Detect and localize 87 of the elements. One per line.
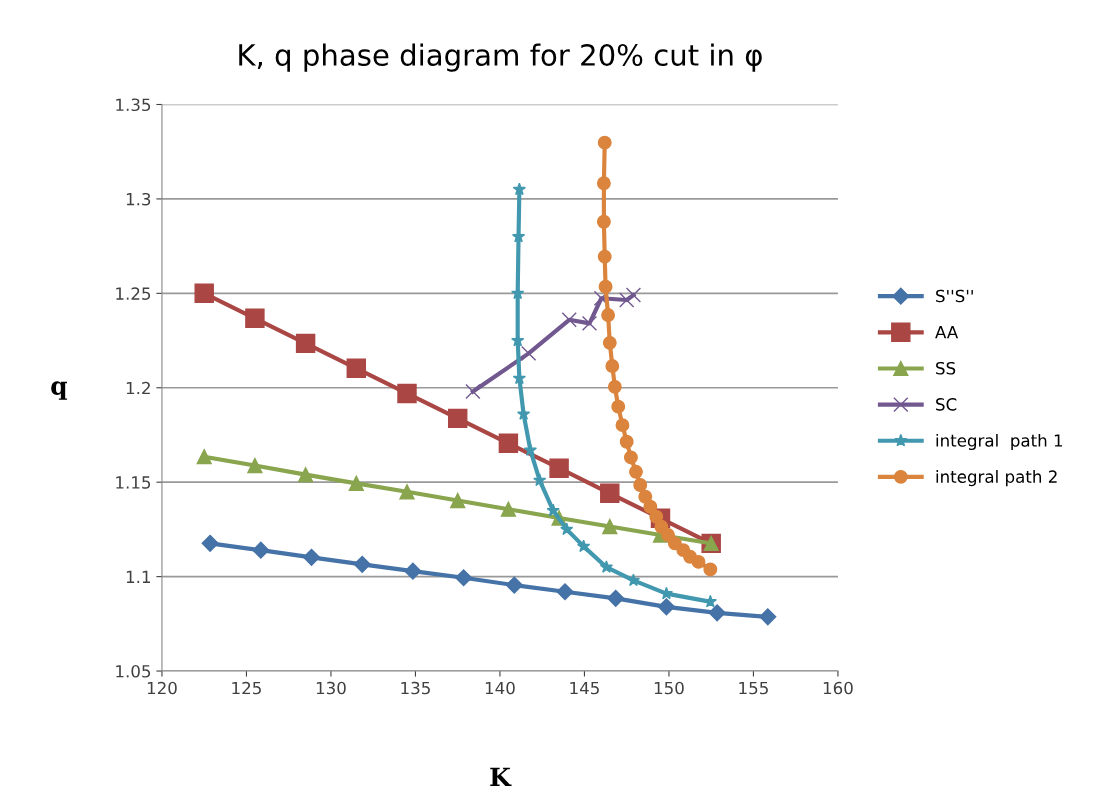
point	[629, 464, 643, 479]
point	[576, 539, 591, 553]
point	[498, 433, 519, 454]
point	[201, 534, 219, 552]
point	[521, 345, 537, 362]
y-tick-label: 1.05	[116, 665, 151, 678]
legend-label: integral path 2	[936, 470, 1057, 487]
point	[353, 555, 371, 573]
x-tick-label: 145	[570, 681, 599, 695]
point	[302, 548, 321, 566]
point	[581, 315, 598, 332]
y-tick-label: 1.15	[116, 476, 151, 489]
point	[598, 279, 613, 294]
point	[348, 475, 364, 491]
x-tick-label: 130	[316, 681, 346, 695]
point	[597, 135, 612, 150]
point	[194, 283, 214, 304]
x-tick-label: 160	[823, 681, 853, 695]
point	[523, 443, 538, 456]
point	[602, 335, 617, 350]
legend-label: AA	[935, 326, 959, 339]
point	[607, 379, 622, 394]
point	[599, 560, 614, 573]
point	[560, 522, 574, 536]
point	[397, 383, 417, 404]
point	[247, 457, 263, 474]
point	[196, 449, 212, 465]
point	[601, 308, 616, 323]
point	[399, 484, 415, 500]
legend-label: S''S''	[936, 289, 973, 303]
y-axis-title: q	[51, 381, 68, 400]
point	[623, 450, 638, 465]
point	[245, 308, 265, 328]
x-axis-title: K	[490, 767, 512, 787]
point	[556, 583, 574, 601]
point	[691, 554, 706, 569]
point	[659, 586, 674, 600]
x-tick-label: 155	[739, 681, 768, 695]
x-tick-label: 120	[147, 681, 177, 695]
legend-label: SS	[936, 361, 956, 375]
point	[447, 408, 468, 429]
point	[500, 501, 517, 517]
point	[596, 214, 611, 229]
point	[625, 287, 642, 303]
point	[643, 499, 658, 514]
point	[404, 562, 422, 580]
point	[596, 176, 611, 191]
point	[505, 576, 523, 594]
x-tick-label: 135	[401, 681, 430, 695]
chart-title: K, q phase diagram for 20% cut in φ	[239, 43, 762, 72]
point	[619, 434, 634, 449]
point	[465, 383, 481, 400]
x-tick-label: 140	[485, 681, 515, 695]
point	[252, 541, 270, 559]
point	[455, 569, 473, 587]
point	[708, 604, 726, 622]
x-tick-label: 150	[654, 681, 684, 695]
point	[626, 573, 641, 587]
y-tick-label: 1.35	[116, 98, 151, 112]
point	[611, 399, 626, 414]
legend-label: SC	[936, 398, 957, 411]
point	[295, 333, 316, 354]
point	[450, 492, 466, 509]
point	[549, 458, 569, 478]
y-tick-label: 1.2	[126, 381, 150, 395]
point	[512, 182, 527, 196]
legend-label: integral path 1	[936, 433, 1063, 451]
point	[600, 483, 620, 504]
y-tick-label: 1.25	[116, 287, 151, 300]
point	[605, 359, 620, 373]
y-tick-label: 1.3	[126, 192, 151, 206]
point	[619, 292, 635, 308]
x-tick-label: 125	[232, 681, 261, 695]
point	[615, 418, 630, 433]
point	[602, 518, 618, 535]
point	[607, 589, 625, 607]
y-tick-label: 1.1	[126, 570, 150, 583]
point	[633, 478, 648, 492]
point	[657, 598, 675, 616]
point	[346, 358, 367, 379]
point	[297, 466, 314, 483]
point	[597, 249, 612, 264]
point	[759, 608, 777, 626]
point	[561, 312, 577, 328]
point	[703, 562, 718, 577]
point	[533, 473, 547, 487]
point	[546, 503, 560, 517]
